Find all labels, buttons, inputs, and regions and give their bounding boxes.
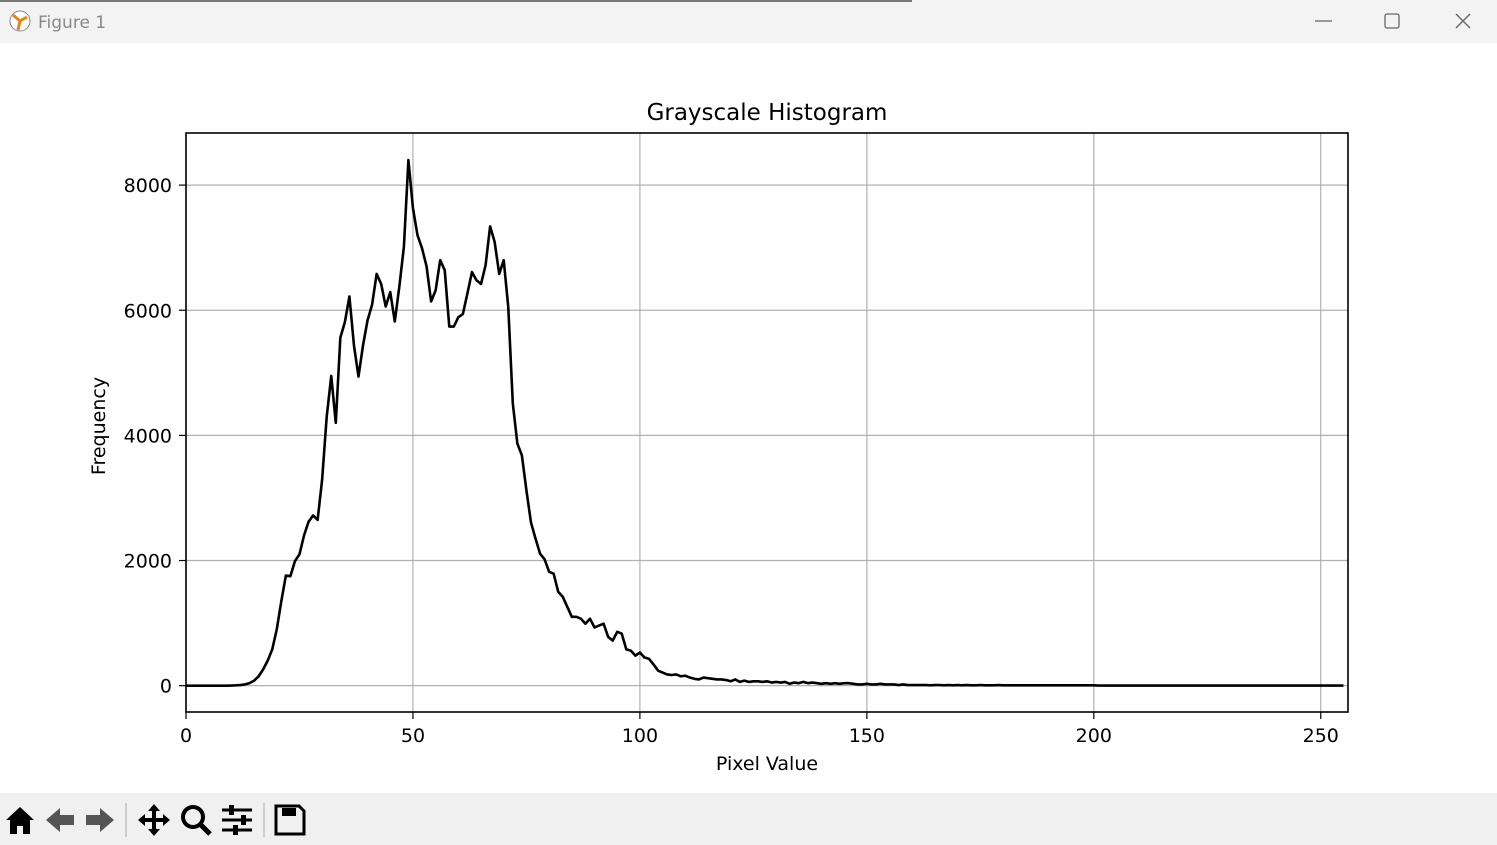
chart: Grayscale Histogram Pixel Value Frequenc… (88, 100, 1349, 775)
slider-knob (241, 815, 246, 825)
y-tick-label: 6000 (124, 300, 172, 322)
slider-knob (233, 825, 238, 835)
x-tick-label: 200 (1076, 725, 1112, 747)
chart-title: Grayscale Histogram (647, 100, 888, 126)
axes-frame (185, 132, 1349, 713)
window-title: Figure 1 (38, 13, 106, 33)
zoom-button[interactable] (181, 805, 205, 829)
data-line (186, 158, 1344, 687)
y-axis-label: Frequency (88, 377, 110, 475)
home-button[interactable] (6, 807, 34, 834)
app-icon-mark (12, 13, 28, 31)
back-button[interactable] (46, 808, 74, 832)
title-bar (0, 0, 1497, 43)
close-button[interactable] (1455, 13, 1471, 29)
y-tick-label: 4000 (124, 425, 172, 447)
slider-knob (229, 805, 234, 815)
x-tick-label: 250 (1303, 725, 1339, 747)
y-tick-label: 0 (160, 676, 172, 698)
forward-button[interactable] (86, 808, 114, 832)
pan-button[interactable] (138, 804, 170, 836)
x-axis-label: Pixel Value (716, 753, 818, 775)
save-button[interactable] (274, 804, 306, 836)
save-icon-label (282, 808, 296, 816)
x-tick-label: 0 (180, 725, 192, 747)
y-tick-label: 2000 (124, 551, 172, 573)
zoom-handle (198, 822, 212, 836)
x-tick-label: 100 (622, 725, 658, 747)
y-tick-label: 8000 (124, 175, 172, 197)
x-tick-label: 50 (401, 725, 425, 747)
maximize-button[interactable] (1384, 13, 1400, 29)
x-tick-label: 150 (849, 725, 885, 747)
